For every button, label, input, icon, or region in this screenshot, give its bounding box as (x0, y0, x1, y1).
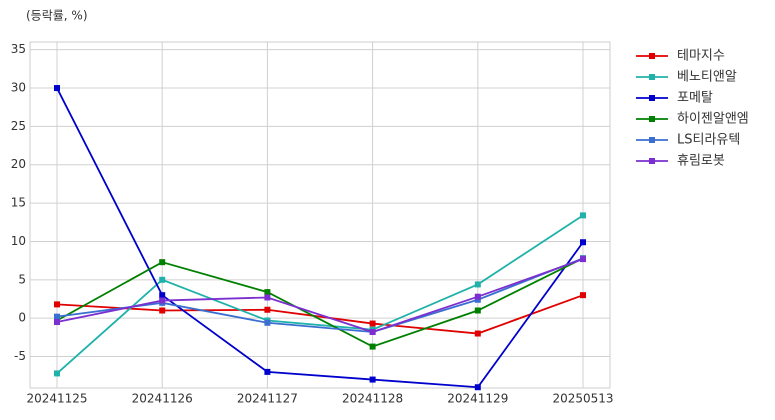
point (580, 256, 586, 263)
x-tick-label: 20250513 (552, 392, 613, 406)
point (159, 292, 166, 299)
point (54, 319, 60, 326)
point (159, 297, 166, 304)
x-tick-label: 20241125 (26, 392, 87, 406)
y-tick-label: 35 (11, 42, 26, 56)
legend-label: LS티라유텍 (677, 133, 740, 148)
series-line (56, 214, 584, 375)
point (369, 343, 376, 350)
point (474, 281, 481, 288)
legend-label: 포메탈 (677, 91, 713, 106)
point (264, 294, 271, 301)
point (474, 330, 481, 337)
series-line (56, 294, 584, 335)
y-axis-label: (등락률, %) (26, 9, 88, 23)
point (54, 85, 60, 92)
x-tick-label: 20241127 (237, 392, 298, 406)
y-tick-label: 15 (11, 196, 26, 210)
y-tick-label: 5 (18, 272, 26, 286)
point (580, 292, 586, 299)
legend-label: 휴림로봇 (677, 154, 725, 169)
series-line (56, 87, 584, 389)
point (54, 370, 60, 377)
point (474, 296, 481, 303)
legend-marker (649, 137, 655, 143)
point (159, 259, 166, 266)
y-tick-label: 20 (11, 157, 26, 171)
point (54, 301, 60, 308)
x-tick-label: 20241128 (342, 392, 403, 406)
point (264, 368, 271, 375)
x-tick-label: 20241126 (132, 392, 193, 406)
point (474, 384, 481, 391)
legend-label: 하이젠알앤엠 (677, 112, 749, 127)
point (474, 293, 481, 300)
point (54, 313, 60, 320)
plot-frame (29, 41, 611, 389)
y-tick-label: 10 (11, 234, 26, 248)
point (264, 319, 271, 326)
point (580, 239, 586, 246)
legend-marker (649, 74, 655, 80)
legend-marker (649, 53, 655, 59)
legend-marker (649, 95, 655, 101)
y-tick-label: 30 (11, 81, 26, 95)
point (159, 276, 166, 283)
point (369, 320, 376, 327)
legend-marker (649, 158, 655, 164)
series-line (56, 258, 584, 333)
y-tick-label: 0 (18, 311, 26, 325)
legend-label: 베노티앤알 (677, 70, 737, 85)
point (580, 212, 586, 219)
point (264, 289, 271, 296)
series-line (56, 257, 584, 333)
point (264, 306, 271, 313)
point (159, 307, 166, 314)
x-tick-label: 20241129 (447, 392, 508, 406)
series-line (56, 257, 584, 348)
legend-marker (649, 116, 655, 122)
y-tick-label: 25 (11, 119, 26, 133)
legend-label: 테마지수 (677, 49, 725, 64)
point (369, 376, 376, 383)
point (474, 307, 481, 314)
y-tick-label: -5 (14, 349, 26, 363)
point (369, 328, 376, 335)
